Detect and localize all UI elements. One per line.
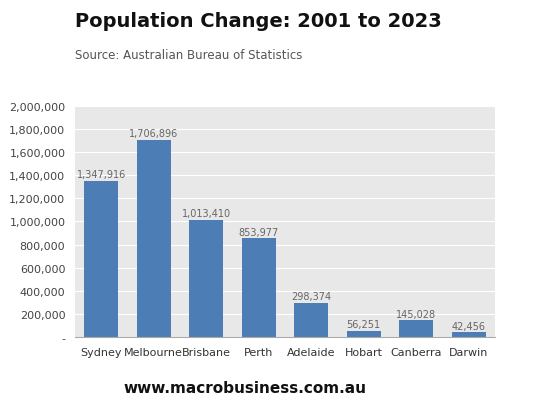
- Text: Population Change: 2001 to 2023: Population Change: 2001 to 2023: [75, 12, 442, 31]
- Text: 298,374: 298,374: [291, 291, 331, 301]
- Text: 1,706,896: 1,706,896: [129, 128, 178, 139]
- Text: 42,456: 42,456: [451, 321, 485, 331]
- Text: 145,028: 145,028: [396, 309, 436, 319]
- Bar: [85, 182, 118, 337]
- Text: Source: Australian Bureau of Statistics: Source: Australian Bureau of Statistics: [75, 49, 302, 62]
- Bar: [346, 331, 381, 337]
- Bar: [399, 321, 433, 337]
- Bar: [451, 333, 485, 337]
- Text: www.macrobusiness.com.au: www.macrobusiness.com.au: [123, 380, 366, 395]
- Bar: [242, 239, 276, 337]
- Bar: [294, 303, 328, 337]
- Text: 1,013,410: 1,013,410: [182, 209, 231, 218]
- Text: 1,347,916: 1,347,916: [77, 170, 126, 180]
- Text: 56,251: 56,251: [346, 319, 381, 329]
- Bar: [137, 140, 171, 337]
- Text: MACRO: MACRO: [429, 14, 497, 32]
- Bar: [189, 220, 224, 337]
- Text: 853,977: 853,977: [239, 227, 279, 237]
- Text: BUSINESS: BUSINESS: [420, 41, 505, 56]
